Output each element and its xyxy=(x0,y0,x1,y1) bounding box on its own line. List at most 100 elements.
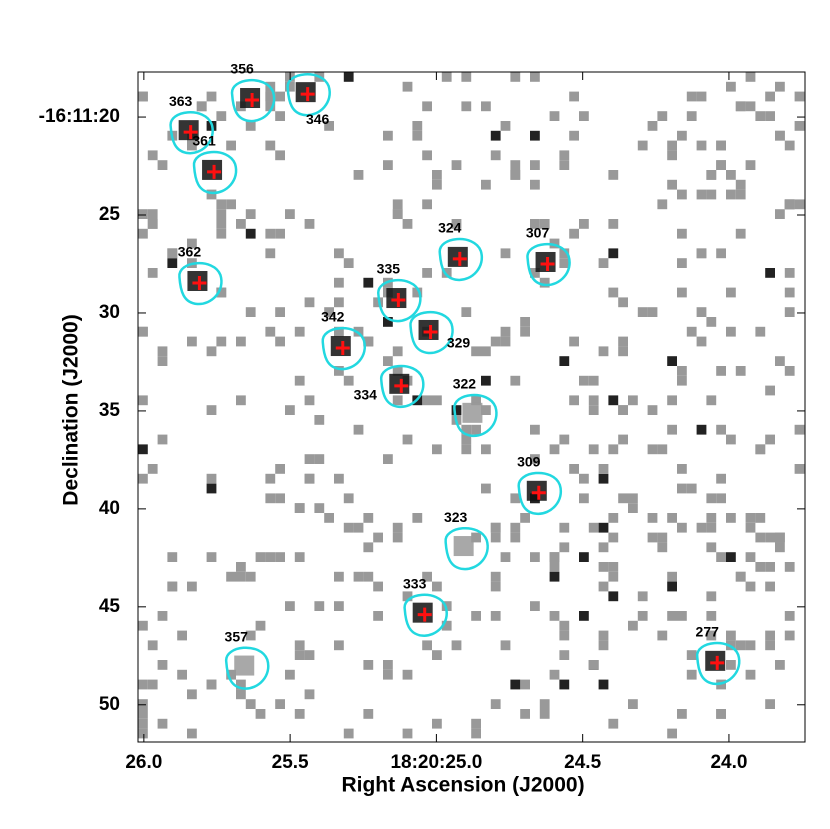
noise-pixel xyxy=(510,160,521,170)
noise-pixel xyxy=(216,209,227,219)
source-cross xyxy=(452,251,467,266)
noise-pixel xyxy=(422,101,432,112)
noise-pixel xyxy=(667,356,677,366)
noise-pixel xyxy=(236,689,246,700)
noise-pixel xyxy=(334,366,344,376)
noise-pixel xyxy=(716,366,726,376)
noise-pixel xyxy=(559,522,570,533)
noise-pixel xyxy=(216,219,227,229)
noise-pixel xyxy=(275,552,285,562)
noise-pixel xyxy=(784,199,795,210)
noise-pixel xyxy=(667,581,677,592)
noise-pixel xyxy=(530,160,540,170)
noise-pixel xyxy=(432,718,442,729)
noise-pixel xyxy=(167,581,178,592)
noise-pixel xyxy=(765,630,775,641)
source-label: 323 xyxy=(444,509,468,525)
noise-pixel xyxy=(294,375,305,386)
noise-pixel xyxy=(706,317,717,327)
noise-pixel xyxy=(765,111,775,121)
noise-pixel xyxy=(294,709,305,719)
source-label: 277 xyxy=(696,624,720,640)
noise-pixel xyxy=(784,268,795,278)
noise-pixel xyxy=(206,483,217,494)
noise-pixel xyxy=(187,689,197,700)
noise-pixel xyxy=(314,503,325,513)
noise-pixel xyxy=(549,444,560,455)
y-tick-label: -16:11:20 xyxy=(39,106,120,127)
noise-pixel xyxy=(716,709,726,719)
noise-pixel xyxy=(579,493,589,504)
noise-pixel xyxy=(226,571,236,582)
noise-pixel xyxy=(471,424,481,435)
source-blob xyxy=(418,319,439,340)
noise-pixel xyxy=(343,375,354,386)
noise-pixel xyxy=(265,248,276,259)
noise-pixel xyxy=(569,91,579,102)
noise-pixel xyxy=(138,679,148,690)
noise-pixel xyxy=(216,287,227,298)
noise-pixel xyxy=(383,356,393,366)
noise-pixel xyxy=(618,346,628,357)
noise-pixel xyxy=(265,552,276,562)
noise-pixel xyxy=(706,542,717,553)
noise-pixel xyxy=(598,679,609,690)
noise-pixel xyxy=(392,366,403,376)
noise-pixel xyxy=(794,424,805,435)
noise-pixel xyxy=(138,228,148,239)
noise-pixel xyxy=(696,248,707,259)
noise-pixel xyxy=(334,326,344,337)
source-contour xyxy=(178,261,223,306)
noise-pixel xyxy=(765,699,775,709)
noise-pixel xyxy=(706,611,717,621)
noise-pixel xyxy=(363,336,374,347)
noise-pixel xyxy=(275,307,285,317)
noise-pixel xyxy=(245,630,256,641)
noise-pixel xyxy=(167,248,178,259)
noise-pixel xyxy=(481,179,491,190)
noise-pixel xyxy=(745,522,756,533)
noise-pixel xyxy=(765,532,775,543)
y-tick-label: 45 xyxy=(99,596,121,617)
noise-pixel xyxy=(716,160,726,170)
noise-pixel xyxy=(294,650,305,660)
noise-pixel xyxy=(686,91,697,102)
source-contour xyxy=(192,150,238,195)
y-tick-label: 25 xyxy=(99,204,121,225)
source-blob xyxy=(240,88,261,109)
source-label: 307 xyxy=(526,225,550,241)
source-contour xyxy=(377,278,422,323)
noise-pixel xyxy=(412,121,423,131)
noise-pixel xyxy=(343,493,354,504)
noise-pixel xyxy=(226,199,236,210)
noise-pixel xyxy=(481,444,491,455)
noise-pixel xyxy=(285,669,295,680)
noise-pixel xyxy=(304,297,315,308)
noise-pixel xyxy=(422,150,432,161)
source-contour xyxy=(438,237,484,282)
noise-pixel xyxy=(304,473,315,484)
noise-pixel xyxy=(706,513,717,523)
noise-pixel xyxy=(677,709,687,719)
noise-pixel xyxy=(206,473,217,484)
noise-pixel xyxy=(530,268,540,278)
noise-pixel xyxy=(559,248,570,259)
noise-pixel xyxy=(490,532,501,543)
noise-pixel xyxy=(735,101,746,112)
noise-pixel xyxy=(677,189,687,200)
noise-pixel xyxy=(677,522,687,533)
noise-pixel xyxy=(569,228,579,239)
source-label: 334 xyxy=(354,387,378,403)
noise-pixel xyxy=(608,170,619,180)
noise-pixel xyxy=(343,258,354,268)
noise-pixel xyxy=(667,424,677,435)
noise-pixel xyxy=(324,121,334,131)
noise-pixel xyxy=(147,219,158,229)
noise-pixel xyxy=(716,140,726,151)
noise-pixel xyxy=(461,72,472,82)
noise-pixel xyxy=(432,179,442,190)
noise-pixel xyxy=(157,611,168,621)
noise-pixel xyxy=(245,699,256,709)
noise-pixel xyxy=(236,395,246,406)
noise-pixel xyxy=(206,189,217,200)
